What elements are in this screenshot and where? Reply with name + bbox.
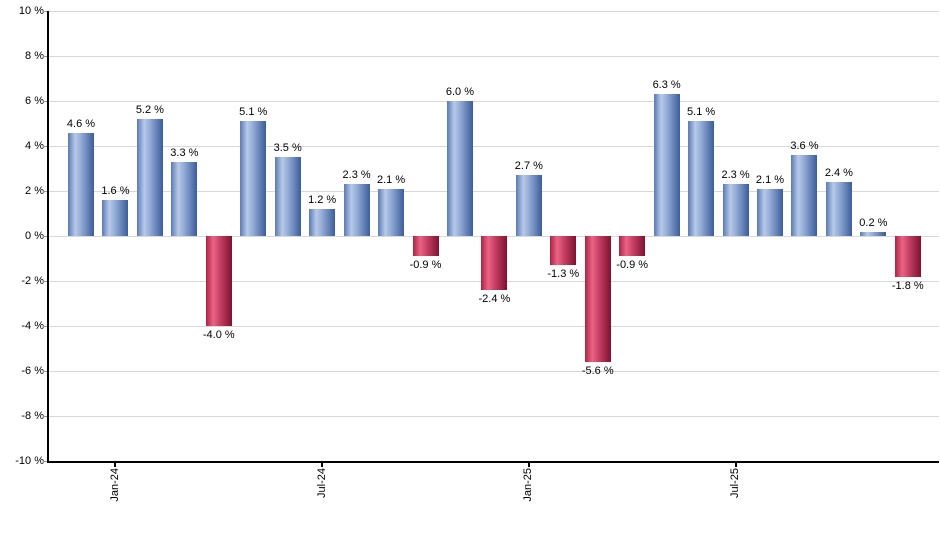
positive-return-bar[interactable] (102, 200, 129, 236)
negative-return-bar[interactable] (584, 236, 611, 362)
positive-return-bar[interactable] (240, 121, 267, 236)
y-axis-tick-label: 10 % (18, 5, 44, 17)
y-axis-tick-label: -10 % (15, 455, 44, 467)
y-axis-tick (43, 11, 47, 12)
bar-value-label: 3.3 % (170, 146, 199, 159)
y-axis-tick (43, 281, 47, 282)
negative-return-bar[interactable] (619, 236, 646, 257)
y-axis-tick (43, 461, 47, 462)
y-axis-tick-label: 8 % (25, 50, 44, 62)
y-axis-tick-label: -2 % (21, 275, 44, 287)
positive-return-bar[interactable] (515, 175, 542, 236)
negative-return-bar[interactable] (481, 236, 508, 290)
bar-value-label: 3.5 % (273, 142, 302, 155)
x-axis-tick (114, 463, 117, 467)
y-axis-tick-label: 4 % (25, 140, 44, 152)
positive-return-bar[interactable] (68, 132, 94, 236)
positive-return-bar[interactable] (378, 188, 405, 236)
negative-return-bar[interactable] (205, 236, 232, 326)
x-axis-tick (734, 463, 737, 467)
x-axis-tick-label: Jul-24 (315, 468, 328, 498)
bar-value-label: 3.6 % (790, 140, 819, 152)
y-axis-tick-label: 2 % (25, 185, 44, 197)
plot-area: 4.6 % 1.6 % 5.2 % 3.3 % -4.0 % 5.1 % 3.5 % 1.2 … (48, 10, 939, 461)
bar-value-label: -2.4 % (478, 293, 511, 305)
gridline (48, 55, 939, 57)
positive-return-bar[interactable] (860, 231, 887, 236)
gridline (48, 190, 939, 192)
bar-value-label: 0.2 % (859, 216, 888, 229)
gridline (48, 100, 939, 102)
bar-value-label: -0.9 % (616, 259, 649, 272)
bar-value-label: 5.1 % (687, 106, 716, 119)
bar-value-label: 5.1 % (239, 106, 268, 119)
bar-value-label: 2.4 % (824, 167, 853, 179)
positive-return-bar[interactable] (171, 161, 198, 236)
positive-return-bar[interactable] (653, 94, 680, 236)
x-axis-tick-label: Jul-25 (729, 468, 742, 498)
bar-value-label: 1.2 % (308, 194, 337, 206)
positive-return-bar[interactable] (446, 101, 473, 236)
y-axis-tick (43, 56, 47, 57)
bar-value-label: -5.6 % (581, 365, 614, 377)
positive-return-bar[interactable] (825, 182, 852, 236)
y-axis-tick-label: -6 % (21, 365, 44, 377)
x-axis-tick (321, 463, 324, 467)
bar-value-label: -1.3 % (547, 268, 580, 281)
y-axis-tick (43, 371, 47, 372)
bar-value-label: -4.0 % (202, 329, 235, 341)
bar-value-label: 2.7 % (514, 160, 543, 173)
y-axis-tick-label: 0 % (25, 230, 44, 242)
bar-value-label: 4.6 % (66, 117, 96, 130)
bar-value-label: -1.8 % (891, 279, 924, 292)
negative-return-bar[interactable] (894, 236, 921, 277)
positive-return-bar[interactable] (722, 184, 749, 236)
positive-return-bar[interactable] (136, 119, 163, 236)
bar-value-label: 6.3 % (652, 79, 681, 92)
gridline (48, 325, 939, 327)
positive-return-bar[interactable] (688, 121, 715, 236)
y-axis-tick (43, 236, 47, 237)
bar-value-label: 2.3 % (342, 169, 371, 182)
gridline (48, 370, 939, 372)
bar-value-label: 5.2 % (135, 104, 164, 116)
positive-return-bar[interactable] (309, 209, 336, 236)
gridline (48, 10, 939, 12)
y-axis-tick (43, 191, 47, 192)
y-axis-tick (43, 326, 47, 327)
bar-value-label: 2.1 % (755, 173, 785, 186)
x-axis-tick-label: Jan-24 (108, 468, 121, 502)
bar-value-label: 1.6 % (101, 185, 130, 197)
y-axis-tick-label: -4 % (21, 320, 44, 332)
positive-return-bar[interactable] (274, 157, 301, 236)
x-axis-tick-label: Jan-25 (522, 468, 535, 502)
y-axis-tick (43, 416, 47, 417)
y-axis-tick (43, 101, 47, 102)
x-axis-line (47, 461, 939, 463)
y-axis-line (47, 11, 49, 462)
positive-return-bar[interactable] (757, 188, 783, 236)
bar-value-label: 2.1 % (376, 173, 406, 186)
positive-return-bar[interactable] (791, 155, 818, 236)
negative-return-bar[interactable] (550, 236, 577, 266)
positive-return-bar[interactable] (343, 184, 370, 236)
bar-value-label: 2.3 % (721, 169, 750, 182)
bar-value-label: 6.0 % (445, 86, 474, 98)
y-axis-tick (43, 146, 47, 147)
y-axis-tick-label: -8 % (21, 410, 44, 422)
gridline (48, 145, 939, 147)
bar-value-label: -0.9 % (409, 259, 442, 272)
x-axis-tick (527, 463, 530, 467)
negative-return-bar[interactable] (412, 236, 439, 257)
y-axis-tick-label: 6 % (25, 95, 44, 107)
gridline (48, 415, 939, 417)
